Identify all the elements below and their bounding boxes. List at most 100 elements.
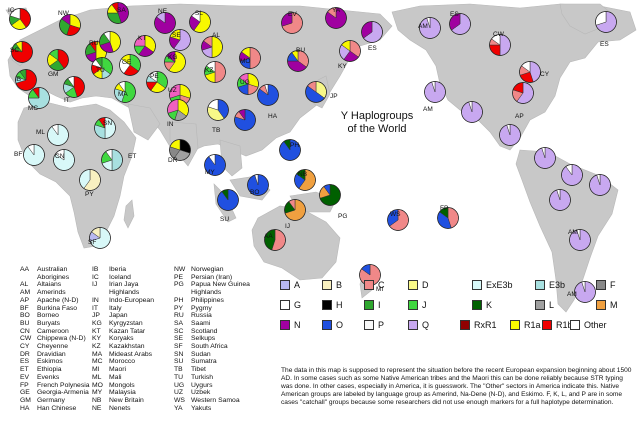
abbreviation-column: IB Iberia IC Iceland IJ Irian Jaya Highlands IN… [92, 266, 154, 412]
abbreviation-code: MA [92, 350, 103, 358]
pie-outline [189, 11, 211, 33]
pie-ya [325, 7, 347, 29]
population-label: AM [568, 229, 578, 236]
legend-swatch [322, 300, 332, 310]
legend-swatch [408, 320, 418, 330]
population-label: GM [48, 71, 58, 78]
pie-ph [279, 139, 301, 161]
abbreviation-code: GM [20, 396, 31, 404]
legend-label: RxR1 [474, 320, 497, 330]
abbreviation-row: TU Turkish [174, 374, 250, 382]
abbreviation-row: BU Buryats [20, 320, 90, 328]
pie-outline [99, 31, 121, 53]
abbreviation-name: Indo-European [109, 296, 154, 304]
pie-mc [28, 87, 50, 109]
abbreviation-row: CY Cheyenne [20, 343, 90, 351]
legend-swatch [542, 320, 552, 330]
land-africa [17, 101, 137, 249]
pie-outline [287, 50, 309, 72]
pie-outline [281, 12, 303, 34]
abbreviation-name: Chippewa (N-D) [37, 335, 86, 343]
abbreviation-name: Italy [109, 304, 122, 312]
pie-my [204, 154, 226, 176]
population-label: JP [330, 93, 338, 100]
abbreviation-name: Germany [37, 396, 65, 404]
population-label: UZ [168, 87, 177, 94]
abbreviation-column: NW Norwegian PE Persian (Iran) PG Papua New G… [174, 266, 250, 412]
abbreviation-name: Saami [191, 319, 211, 327]
legend-label: B [336, 280, 343, 290]
abbreviation-name: South Africa [191, 343, 228, 351]
pie-outline [107, 2, 129, 24]
population-label: SE [172, 32, 181, 39]
abbreviation-code: IC [92, 273, 99, 281]
legend-swatch [364, 300, 374, 310]
abbreviation-code: BU [20, 319, 30, 327]
pie-ky [339, 40, 361, 62]
legend-item-c: C [364, 279, 385, 291]
abbreviation-code: UG [174, 381, 185, 389]
population-label: ES [450, 11, 459, 18]
abbreviation-code: KT [92, 327, 101, 335]
population-label: WS [390, 211, 401, 218]
population-label: GE [122, 59, 132, 66]
legend-item-other: Other [570, 319, 607, 331]
abbreviation-row: Aborigines [20, 274, 90, 282]
abbreviation-row: SF South Africa [174, 343, 250, 351]
pie-ic [9, 8, 31, 30]
pie-pe [146, 71, 168, 93]
pie-outline [549, 189, 571, 211]
legend-item-g: G [280, 299, 301, 311]
legend-label: E3b [549, 280, 566, 290]
legend-item-l: L [535, 299, 554, 311]
legend-item-j: J [408, 299, 427, 311]
abbreviation-code: MC [92, 358, 103, 366]
legend-swatch [280, 320, 290, 330]
legend-swatch [408, 280, 418, 290]
pie-outline [437, 207, 459, 229]
population-label: MA [118, 91, 128, 98]
abbreviation-name: Eskimos [37, 358, 63, 366]
pie-outline [499, 124, 521, 146]
population-label: AP [515, 113, 524, 120]
abbreviation-code: CY [20, 343, 30, 351]
abbreviation-row: AL Altaians [20, 281, 90, 289]
legend-item-i: I [364, 299, 381, 311]
pie-outline [279, 139, 301, 161]
legend-item-e: ExE3b [472, 279, 513, 291]
abbreviation-row: MI Maori [92, 366, 154, 374]
population-label: ES [368, 45, 377, 52]
pie-am4 [499, 124, 521, 146]
abbreviation-row: FP French Polynesia [20, 382, 90, 390]
pie-outline [284, 199, 306, 221]
legend-label: J [422, 300, 427, 310]
legend-swatch [322, 280, 332, 290]
legend-swatch [280, 300, 290, 310]
pie-bu [287, 50, 309, 72]
abbreviation-row: BO Borneo [20, 312, 90, 320]
abbreviation-row: TB Tibet [174, 366, 250, 374]
abbreviation-name: Georgia-Armenia [37, 389, 89, 397]
pie-outline [134, 35, 156, 57]
abbreviation-code: DR [20, 350, 30, 358]
pie-outline [63, 76, 85, 98]
land-madagascar [123, 199, 135, 229]
legend-item-a: A [280, 279, 300, 291]
abbreviation-code: SC [174, 327, 184, 335]
pie-outline [424, 81, 446, 103]
population-label: SL [195, 10, 203, 17]
pie-py [79, 169, 101, 191]
abbreviation-code: FP [20, 381, 29, 389]
abbreviation-code: AP [20, 296, 30, 304]
abbreviation-name: Maori [109, 366, 126, 374]
pie-outline [146, 71, 168, 93]
abbreviation-row: GM Germany [20, 397, 90, 405]
legend-item-rxr1: RxR1 [460, 319, 497, 331]
legend-swatch [408, 300, 418, 310]
title-line-1: Y Haplogroups [340, 110, 414, 122]
pie-outline [264, 229, 286, 251]
abbreviation-row: SA Saami [174, 320, 250, 328]
population-label: YA [332, 7, 341, 14]
abbreviation-name: Iceland [109, 273, 131, 281]
legend-label: K [486, 300, 493, 310]
